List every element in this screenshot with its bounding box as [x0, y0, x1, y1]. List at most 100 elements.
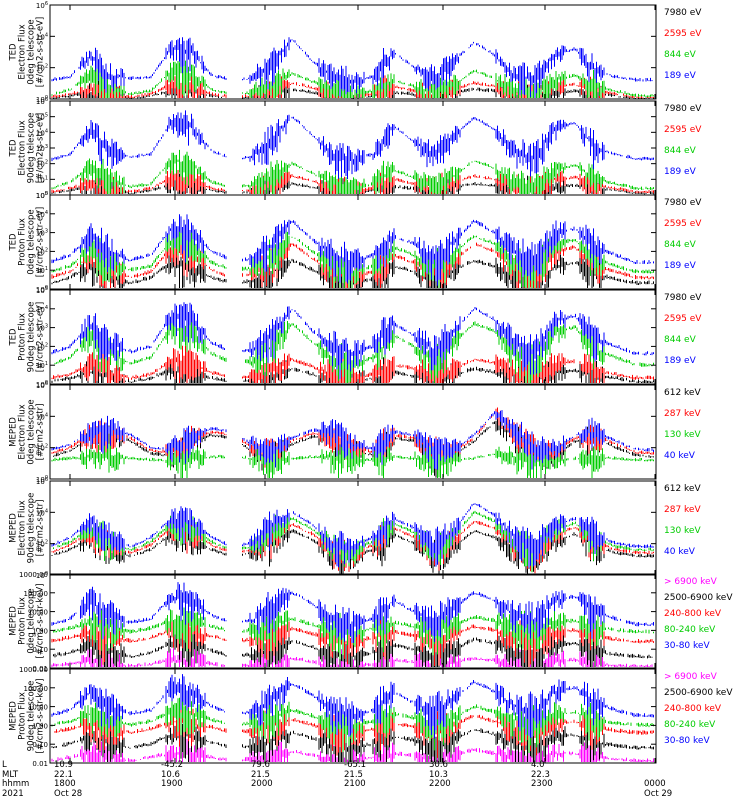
y-axis-label: MEPEDProton Flux90deg telescope[#/cm2-s-…	[9, 679, 46, 754]
y-tick-label: 100	[36, 285, 48, 294]
panel-1: 7980 eV 2595 eV 844 eV 189 eV 100 102 104 106 TE…	[9, 1, 703, 104]
y-tick-label: 1000.00	[19, 571, 48, 579]
panel-frame	[49, 384, 657, 480]
x-tick-label: 10.6	[161, 770, 180, 780]
panel-frame	[49, 194, 657, 290]
x-tick-label: 2300	[531, 779, 553, 789]
x-tick-label: 30.6	[429, 760, 448, 770]
legend-entry: 40 keV	[664, 451, 696, 461]
legend-entry: 7980 eV	[664, 8, 702, 18]
x-tick-label: 10.9	[54, 760, 73, 770]
panel-frame	[49, 573, 657, 669]
series-40-kev	[51, 503, 654, 568]
legend-entry: 2595 eV	[664, 219, 702, 229]
legend-entry: 2500-6900 keV	[664, 688, 733, 698]
legend-entry: 130 keV	[664, 430, 701, 440]
y-tick-label: 102	[36, 247, 48, 256]
series-trace	[51, 674, 654, 739]
x-tick-label: -65.1	[344, 760, 366, 770]
y-tick-label: 103	[36, 324, 48, 333]
y-tick-label: 100	[36, 380, 48, 389]
legend-entry: 189 eV	[664, 167, 697, 177]
x-tick-label: 4.0	[531, 760, 545, 770]
panel-frame	[49, 480, 657, 576]
x-tick-label: 0000	[644, 779, 666, 789]
y-tick-label: 106	[36, 97, 48, 106]
series-trace	[51, 302, 654, 379]
y-tick-label: 105	[36, 286, 48, 295]
x-tick-label: 2000	[251, 779, 273, 789]
legend-entry: 240-800 keV	[664, 704, 722, 714]
series-30-80-kev	[51, 674, 654, 739]
y-tick-label: 105	[36, 191, 48, 200]
panel-frame	[49, 289, 657, 385]
y-tick-label: 100	[36, 475, 48, 484]
series-2595-ev	[51, 345, 654, 383]
legend-entry: 2595 eV	[664, 29, 702, 39]
y-axis-label: TEDProton Flux0deg telescope[#/cm2-s-str…	[9, 207, 46, 277]
panel-8: > 6900 keV 2500-6900 keV 240-800 keV 80-240…	[9, 666, 734, 768]
y-axis-label: TEDElectron Flux0deg telescope[#/cm2-s-s…	[9, 17, 46, 87]
x-tick-label: Oct 29	[644, 789, 672, 799]
x-tick-label: 10.3	[429, 770, 448, 780]
series-trace	[51, 149, 654, 194]
x-row-label: hhmm	[2, 779, 29, 789]
y-tick-label: 1.00	[32, 627, 48, 635]
legend-entry: > 6900 keV	[664, 672, 718, 682]
series-trace	[51, 345, 654, 383]
y-tick-label: 100.00	[24, 685, 49, 693]
x-tick-label: 1800	[54, 779, 76, 789]
series-189-ev	[51, 302, 654, 379]
legend-entry: 7980 eV	[664, 293, 702, 303]
series-844-ev	[51, 59, 654, 98]
legend-entry: > 6900 keV	[664, 577, 718, 587]
y-tick-label: 101	[36, 266, 48, 275]
x-tick-label: 21.5	[344, 770, 363, 780]
x-row-label: L	[2, 760, 7, 770]
y-tick-label: 104	[36, 210, 48, 219]
y-axis-label: MEPEDElectron Flux0deg telescope[#/cm2-s…	[9, 399, 46, 464]
y-tick-label: 102	[36, 64, 48, 73]
x-tick-label: 2200	[429, 779, 451, 789]
legend-entry: 189 eV	[664, 71, 697, 81]
legend-entry: 844 eV	[664, 335, 697, 345]
series-40-kev	[51, 410, 654, 470]
x-tick-label: 22.1	[54, 770, 73, 780]
legend-entry: 30-80 keV	[664, 736, 710, 746]
series-30-80-kev	[51, 582, 654, 643]
y-tick-label: 100.00	[24, 590, 49, 598]
legend-entry: 240-800 keV	[664, 609, 722, 619]
y-tick-label: 105	[36, 113, 48, 122]
y-tick-label: 106	[36, 1, 48, 10]
y-tick-label: 100	[36, 191, 48, 200]
legend-entry: 2500-6900 keV	[664, 593, 733, 603]
y-tick-label: 106	[36, 381, 48, 390]
y-tick-label: 100	[36, 571, 48, 580]
x-tick-label: 1900	[161, 779, 183, 789]
legend-entry: 844 eV	[664, 240, 697, 250]
panel-frame	[49, 4, 657, 100]
series-trace	[51, 110, 654, 179]
legend-entry: 612 keV	[664, 484, 701, 494]
legend-entry: 80-240 keV	[664, 720, 716, 730]
series-844-ev	[51, 149, 654, 194]
series-7980-ev	[51, 171, 654, 195]
y-tick-label: 102	[36, 540, 48, 549]
y-axis-label: TEDElectron Flux90deg telescope[#/cm2-s-…	[9, 113, 46, 184]
x-tick-label: 22.3	[531, 770, 550, 780]
series-189-ev	[51, 214, 654, 286]
y-tick-label: 104	[36, 32, 48, 41]
legend-entry: 130 keV	[664, 526, 701, 536]
y-tick-label: 0.10	[32, 741, 48, 749]
y-tick-label: 0.10	[32, 646, 48, 654]
series-trace	[51, 214, 654, 286]
y-tick-label: 101	[36, 361, 48, 370]
y-axis-label: TEDProton Flux90deg telescope[#/cm2-s-st…	[9, 302, 46, 373]
y-tick-label: 10.00	[28, 704, 48, 712]
y-tick-label: 103	[36, 144, 48, 153]
y-tick-label: 1.00	[32, 722, 48, 730]
y-tick-label: 10.00	[28, 609, 48, 617]
panel-frame	[49, 668, 657, 764]
